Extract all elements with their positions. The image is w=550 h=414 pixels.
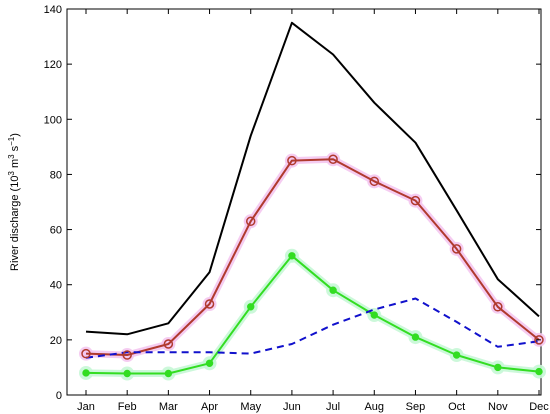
data-point-open [81, 348, 91, 359]
y-axis-label-text: m [9, 159, 21, 171]
y-axis-label-superscript: −1 [7, 136, 16, 146]
y-tick-label: 80 [50, 169, 62, 181]
data-point-filled [288, 252, 296, 260]
data-point-filled [123, 369, 131, 378]
x-tick-label: Aug [364, 401, 384, 413]
x-tick-label: Jan [77, 401, 95, 413]
x-tick-label: Sep [406, 401, 426, 413]
x-axis-ticks: Jan Feb Mar Apr May Jun Jul Aug Sep Oct Nov Dec [77, 9, 549, 413]
data-point-open [122, 350, 132, 360]
data-point-open [534, 335, 544, 345]
x-tick-label: May [240, 401, 261, 413]
data-point-open [328, 154, 338, 165]
y-tick-label: 40 [50, 280, 62, 292]
x-tick-label: Nov [488, 401, 508, 413]
y-axis-label-superscript: 3 [7, 154, 16, 159]
y-tick-label: 60 [50, 225, 62, 237]
data-point-open [369, 176, 380, 187]
y-axis-label-text: ) [9, 133, 21, 137]
data-point-filled [370, 311, 378, 319]
series-markers [81, 154, 544, 378]
data-point-open [163, 339, 174, 349]
x-tick-label: Oct [448, 401, 465, 413]
plot-area [66, 8, 542, 396]
x-tick-label: Dec [529, 401, 549, 413]
y-axis-label-superscript: 3 [7, 171, 16, 176]
y-axis-ticks: 0 20 40 60 80 100 120 140 [44, 4, 541, 402]
y-axis-label: River discharge (103 m3 s−1) [7, 133, 22, 271]
series-line-3 [85, 297, 540, 359]
data-point-filled [164, 369, 173, 378]
data-point-open [287, 155, 297, 166]
x-tick-label: Mar [159, 401, 178, 413]
y-tick-label: 140 [44, 4, 62, 16]
y-axis-label-text: s [9, 145, 21, 154]
data-point-open [451, 244, 462, 254]
x-tick-label: Feb [118, 401, 137, 413]
x-tick-label: Apr [201, 401, 218, 413]
y-tick-label: 100 [44, 114, 62, 126]
data-point-filled [205, 359, 214, 367]
y-tick-label: 0 [56, 390, 62, 402]
data-point-filled [494, 363, 502, 372]
y-axis-label-text: River discharge (10 [9, 176, 21, 271]
series-line-1 [85, 158, 540, 356]
data-point-filled [329, 286, 337, 294]
x-tick-label: Jul [326, 401, 340, 413]
data-point-filled [247, 303, 255, 311]
y-tick-label: 20 [50, 335, 62, 347]
data-point-open [410, 195, 421, 206]
series-lines [85, 21, 540, 375]
data-point-filled [411, 333, 420, 341]
x-tick-label: Jun [283, 401, 301, 413]
data-point-open [493, 302, 503, 312]
data-point-open [245, 216, 256, 227]
data-point-filled [535, 367, 543, 376]
data-point-open [204, 299, 215, 309]
data-point-filled [82, 369, 90, 377]
y-tick-label: 120 [44, 59, 62, 71]
data-point-filled [452, 351, 461, 359]
series-line-2 [85, 254, 540, 375]
series-line-0 [85, 21, 540, 336]
